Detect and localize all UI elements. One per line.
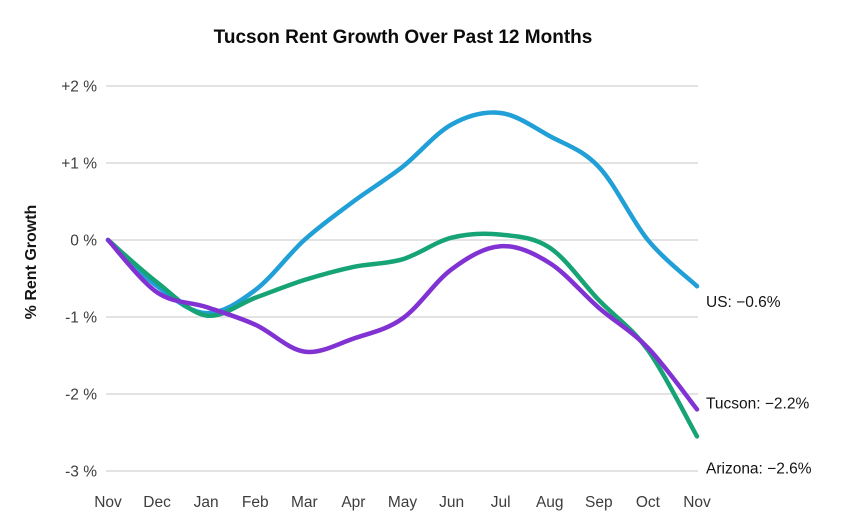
series-line-us xyxy=(105,110,700,316)
series-end-label-arizona: Arizona: −2.6% xyxy=(706,460,812,477)
x-tick-label: Oct xyxy=(636,494,661,511)
x-tick-label: Jan xyxy=(194,494,219,511)
series-lines-group xyxy=(105,110,700,439)
y-tick-label: +2 % xyxy=(61,79,97,96)
y-tick-label: 0 % xyxy=(70,233,97,250)
y-tick-label: +1 % xyxy=(61,156,97,173)
x-tick-label: May xyxy=(388,494,418,511)
x-tick-label: Sep xyxy=(585,494,613,511)
y-axis-title: % Rent Growth xyxy=(23,205,40,320)
x-tick-label: Nov xyxy=(683,494,711,511)
x-tick-label: Mar xyxy=(291,494,318,511)
x-tick-label: Aug xyxy=(536,494,564,511)
x-tick-label: Feb xyxy=(242,494,269,511)
chart-title: Tucson Rent Growth Over Past 12 Months xyxy=(213,27,593,48)
y-tick-label: -3 % xyxy=(65,464,97,481)
x-tick-label: Nov xyxy=(94,494,122,511)
series-end-label-us: US: −0.6% xyxy=(706,294,781,311)
series-line-tucson xyxy=(105,237,700,412)
x-tick-label: Jun xyxy=(439,494,464,511)
axis-labels-group: +2 % +1 % 0 % -1 % -2 % -3 % Nov Dec Jan Feb Mar Ap… xyxy=(61,79,711,512)
x-tick-label: Dec xyxy=(143,494,171,511)
series-end-labels-group: US: −0.6% Tucson: −2.2% Arizona: −2.6% xyxy=(706,294,812,477)
series-end-label-tucson: Tucson: −2.2% xyxy=(706,395,809,412)
y-tick-label: -2 % xyxy=(65,387,97,404)
x-tick-label: Jul xyxy=(491,494,511,511)
series-line-arizona xyxy=(105,231,700,439)
gridlines-group xyxy=(106,85,698,472)
x-tick-label: Apr xyxy=(341,494,365,511)
y-tick-label: -1 % xyxy=(65,310,97,327)
